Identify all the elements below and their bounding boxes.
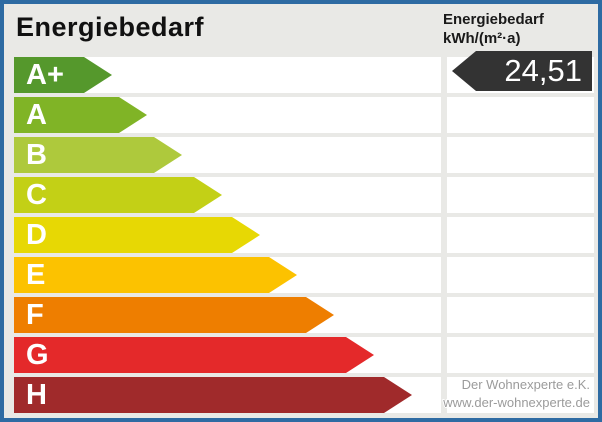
class-label: C bbox=[26, 179, 47, 211]
class-label: A+ bbox=[26, 59, 64, 91]
class-label: G bbox=[26, 339, 49, 371]
class-label: D bbox=[26, 219, 47, 251]
scale-row: H bbox=[10, 377, 594, 413]
scale-row: C bbox=[10, 177, 594, 213]
class-arrow: H bbox=[14, 377, 412, 413]
scale-rows: A+ A B C D E F G H bbox=[10, 57, 594, 417]
row-track-right bbox=[447, 137, 594, 173]
indicator-badge: 24,51 bbox=[452, 51, 592, 91]
footer-company: Der Wohnexperte e.K. bbox=[461, 377, 590, 392]
scale-row: B bbox=[10, 137, 594, 173]
class-label: A bbox=[26, 99, 47, 131]
class-arrow: G bbox=[14, 337, 374, 373]
class-arrow: E bbox=[14, 257, 297, 293]
row-track-right bbox=[447, 217, 594, 253]
footer: Der Wohnexperte e.K. www.der-wohnexperte… bbox=[443, 376, 590, 412]
class-label: H bbox=[26, 379, 47, 411]
class-arrow: A bbox=[14, 97, 147, 133]
value-header-unit: kWh/(m²·a) bbox=[443, 30, 521, 47]
class-label: F bbox=[26, 299, 44, 331]
scale-row: E bbox=[10, 257, 594, 293]
row-track-right bbox=[447, 297, 594, 333]
page-title: Energiebedarf bbox=[16, 12, 205, 42]
footer-website: www.der-wohnexperte.de bbox=[443, 395, 590, 410]
value-header: Energiebedarf kWh/(m²·a) bbox=[443, 10, 544, 48]
class-arrow: C bbox=[14, 177, 222, 213]
scale-row: F bbox=[10, 297, 594, 333]
class-arrow: F bbox=[14, 297, 334, 333]
scale-row: G bbox=[10, 337, 594, 373]
indicator-value: 24,51 bbox=[504, 53, 582, 88]
class-label: B bbox=[26, 139, 47, 171]
row-track-right bbox=[447, 97, 594, 133]
scale-row: D bbox=[10, 217, 594, 253]
row-track-right bbox=[447, 177, 594, 213]
class-label: E bbox=[26, 259, 46, 291]
class-arrow: D bbox=[14, 217, 260, 253]
row-track-right bbox=[447, 377, 594, 413]
scale-row: A bbox=[10, 97, 594, 133]
value-header-label: Energiebedarf bbox=[443, 11, 544, 28]
row-track-right bbox=[447, 337, 594, 373]
row-track-right bbox=[447, 257, 594, 293]
class-arrow: B bbox=[14, 137, 182, 173]
